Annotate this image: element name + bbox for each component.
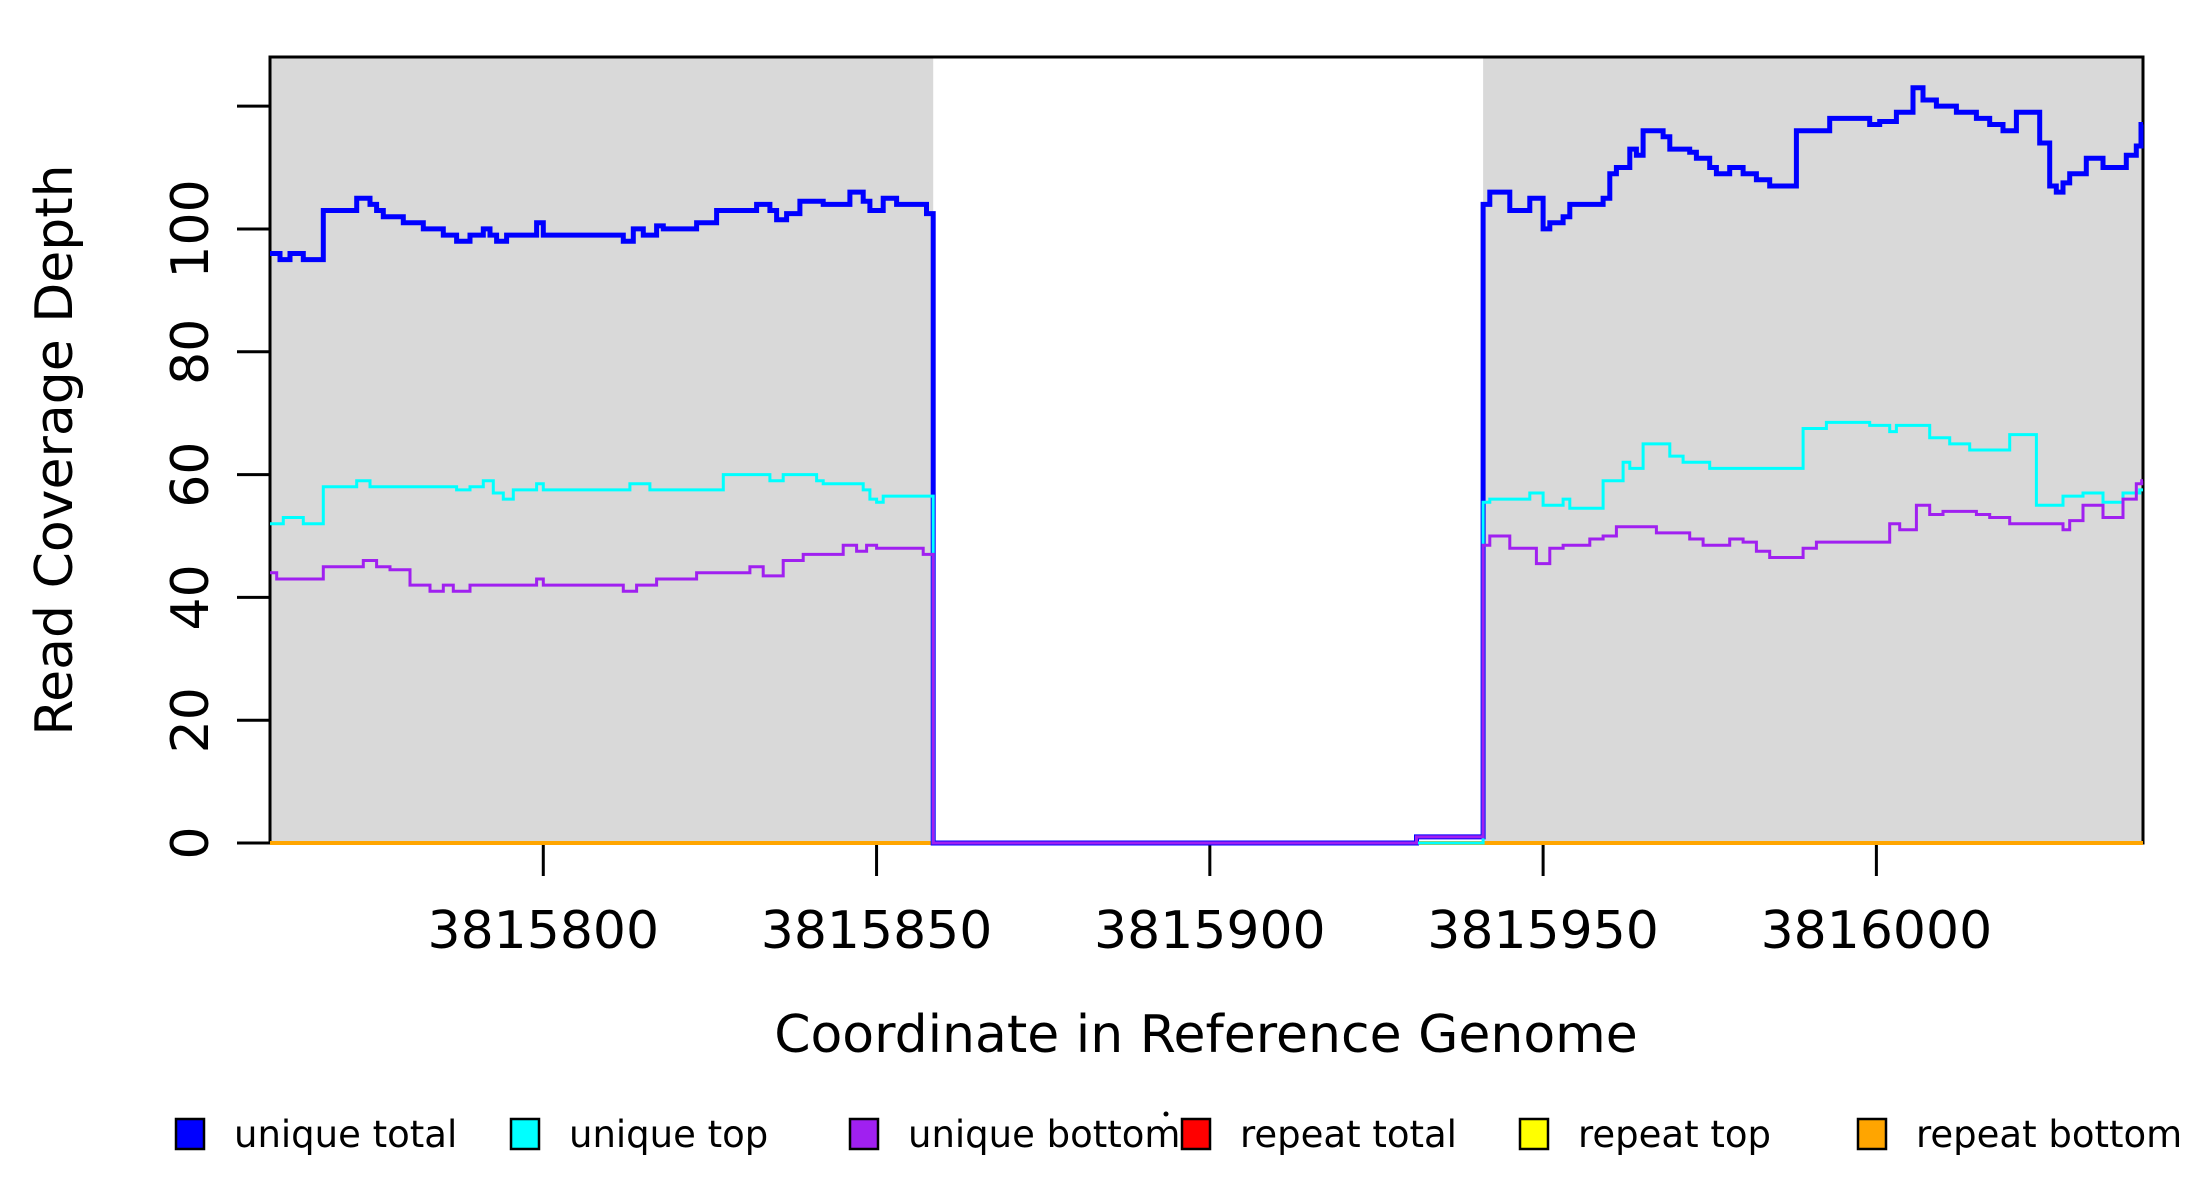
x-axis-title: Coordinate in Reference Genome [774, 1005, 1638, 1065]
legend-label-unique-total: unique total [234, 1113, 457, 1156]
legend-label-repeat-bottom: repeat bottom [1916, 1113, 2182, 1156]
legend-label-repeat-top: repeat top [1578, 1113, 1771, 1156]
x-tick-label: 3815900 [1094, 901, 1326, 961]
shaded-regions-group [270, 57, 2143, 843]
y-tick-label: 0 [161, 826, 221, 859]
legend-swatch-unique-bottom [848, 1117, 880, 1151]
series-line-unique-total [270, 85, 2144, 846]
y-axis-title: Read Coverage Depth [25, 164, 85, 735]
y-tick-label: 20 [161, 687, 221, 753]
legend-swatch-repeat-total [1180, 1117, 1212, 1151]
series-line-unique-bottom [270, 479, 2144, 845]
legend-swatch-repeat-top [1518, 1117, 1550, 1151]
legend-label-unique-bottom: unique bottom [908, 1113, 1180, 1156]
y-tick-label: 40 [161, 564, 221, 630]
x-tick-label: 3816000 [1761, 901, 1993, 961]
legend-swatch-unique-top [509, 1117, 541, 1151]
legend-swatch-unique-total [174, 1117, 206, 1151]
x-tick-label: 3815800 [427, 901, 659, 961]
y-tick-label: 100 [161, 179, 221, 278]
x-tick-label: 3815950 [1427, 901, 1659, 961]
y-tick-label: 80 [161, 319, 221, 385]
shaded-region [1483, 57, 2143, 843]
legend-swatch-repeat-bottom [1856, 1117, 1888, 1151]
stray-dot [1163, 1111, 1169, 1117]
x-tick-label: 3815850 [761, 901, 993, 961]
legend: unique total unique top unique bottom repea… [174, 1113, 2182, 1156]
legend-label-repeat-total: repeat total [1240, 1113, 1457, 1156]
shaded-region [270, 57, 934, 843]
legend-label-unique-top: unique top [569, 1113, 768, 1156]
y-tick-label: 60 [161, 441, 221, 507]
axes-group: 3815800 3815850 3815900 3815950 3816000 0 20 40… [161, 104, 1993, 961]
series-line-unique-top [270, 420, 2143, 845]
series-group [270, 85, 2144, 846]
